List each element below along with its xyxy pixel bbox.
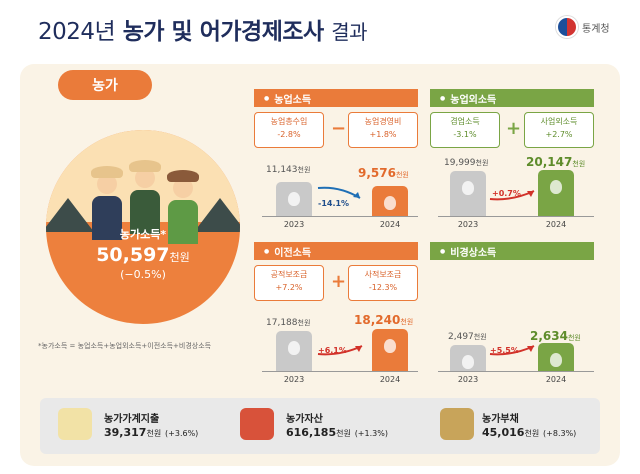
up-arrow-icon <box>317 345 363 356</box>
title-main: 농가 및 어가경제조사 <box>122 19 324 45</box>
page-title: 2024년 농가 및 어가경제조사 결과 <box>38 19 368 45</box>
year-label: 2023 <box>283 375 305 384</box>
nonagri-2023-bar <box>450 171 486 216</box>
statistics-korea-logo: 통계청 <box>556 16 610 38</box>
agri-2023-bar <box>276 182 312 216</box>
irregular-change: +5.5% <box>490 346 519 355</box>
irregular-2024-value: 2,634천원 <box>530 329 581 343</box>
title-suffix: 결과 <box>331 20 368 44</box>
agri-2024-bar <box>372 186 408 216</box>
year-label: 2023 <box>457 375 479 384</box>
grain-icon <box>550 180 562 194</box>
agri-change: -14.1% <box>318 199 350 208</box>
receipt-icon <box>58 408 92 440</box>
tractor-icon <box>240 408 274 440</box>
baseline <box>438 371 594 372</box>
farm-income-label: 농가소득* <box>119 228 167 241</box>
non-business-income-box: 사업외소득 +2.7% <box>524 112 594 148</box>
farm-income-circle: 농가소득* 50,597천원 (−0.5%) <box>46 130 240 324</box>
agri-2023-value: 11,143천원 <box>266 165 311 175</box>
mountain-icon <box>194 198 240 232</box>
grain-icon <box>462 181 474 195</box>
agri-income-header: 농업소득 <box>254 89 418 107</box>
private-subsidy-box: 사적보조금 -12.3% <box>348 265 418 301</box>
summary-bar: 농가가계지출 39,317천원 (+3.6%) 농가자산 616,185천원 (… <box>40 398 600 454</box>
agri-cost-box: 농업경영비 +1.8% <box>348 112 418 148</box>
transfer-2023-value: 17,188천원 <box>266 318 311 328</box>
agri-2024-value: 9,576천원 <box>358 166 409 180</box>
farm-income-text: 농가소득* 50,597천원 (−0.5%) <box>46 226 240 281</box>
bank-icon <box>440 408 474 440</box>
nonagri-income-header: 농업외소득 <box>430 89 594 107</box>
irregular-2023-value: 2,497천원 <box>448 332 487 342</box>
year-label: 2023 <box>283 220 305 229</box>
nonagri-2024-value: 20,147천원 <box>526 155 586 169</box>
grain-icon <box>288 192 300 206</box>
transfer-change: +6.1% <box>318 346 347 355</box>
farm-income-value: 50,597천원 <box>96 244 190 266</box>
up-arrow-icon <box>489 190 535 201</box>
grain-icon <box>384 339 396 353</box>
year-label: 2024 <box>545 220 567 229</box>
nonagri-change: +0.7% <box>492 189 521 198</box>
irregular-2023-bar <box>450 345 486 371</box>
transfer-2024-bar <box>372 329 408 371</box>
grain-icon <box>288 341 300 355</box>
irregular-2024-bar <box>538 343 574 371</box>
year-label: 2024 <box>379 220 401 229</box>
baseline <box>262 216 418 217</box>
transfer-2023-bar <box>276 331 312 371</box>
up-arrow-icon <box>489 345 535 356</box>
side-job-income-box: 겸업소득 -3.1% <box>430 112 500 148</box>
irregular-income-header: 비경상소득 <box>430 242 594 260</box>
nonagri-2024-bar <box>538 170 574 216</box>
agri-total-revenue-box: 농업총수입 -2.8% <box>254 112 324 148</box>
year-label: 2024 <box>545 375 567 384</box>
grain-icon <box>550 353 562 367</box>
transfer-2024-value: 18,240천원 <box>354 313 414 327</box>
nonagri-2023-value: 19,999천원 <box>444 158 489 168</box>
grain-icon <box>462 355 474 369</box>
farmer-icon <box>90 166 124 244</box>
down-arrow-icon <box>317 186 361 199</box>
plus-icon: + <box>331 271 347 292</box>
plus-icon: + <box>506 118 522 139</box>
taegeuk-logo-icon <box>556 16 578 38</box>
grain-icon <box>384 196 396 210</box>
year-label: 2024 <box>379 375 401 384</box>
public-subsidy-box: 공적보조금 +7.2% <box>254 265 324 301</box>
header: 2024년 농가 및 어가경제조사 결과 통계청 <box>0 0 640 56</box>
farmer-icon <box>166 170 200 248</box>
footnote: *농가소득 = 농업소득+농업외소득+이전소득+비경상소득 <box>38 342 212 350</box>
transfer-income-header: 이전소득 <box>254 242 418 260</box>
baseline <box>262 371 418 372</box>
baseline <box>438 216 594 217</box>
farm-income-change: (−0.5%) <box>120 268 166 281</box>
year-label: 2023 <box>457 220 479 229</box>
farmer-icon <box>128 160 162 238</box>
mountain-icon <box>46 198 94 232</box>
logo-text: 통계청 <box>582 23 610 35</box>
farm-tag: 농가 <box>58 70 152 100</box>
minus-icon: − <box>331 118 347 139</box>
